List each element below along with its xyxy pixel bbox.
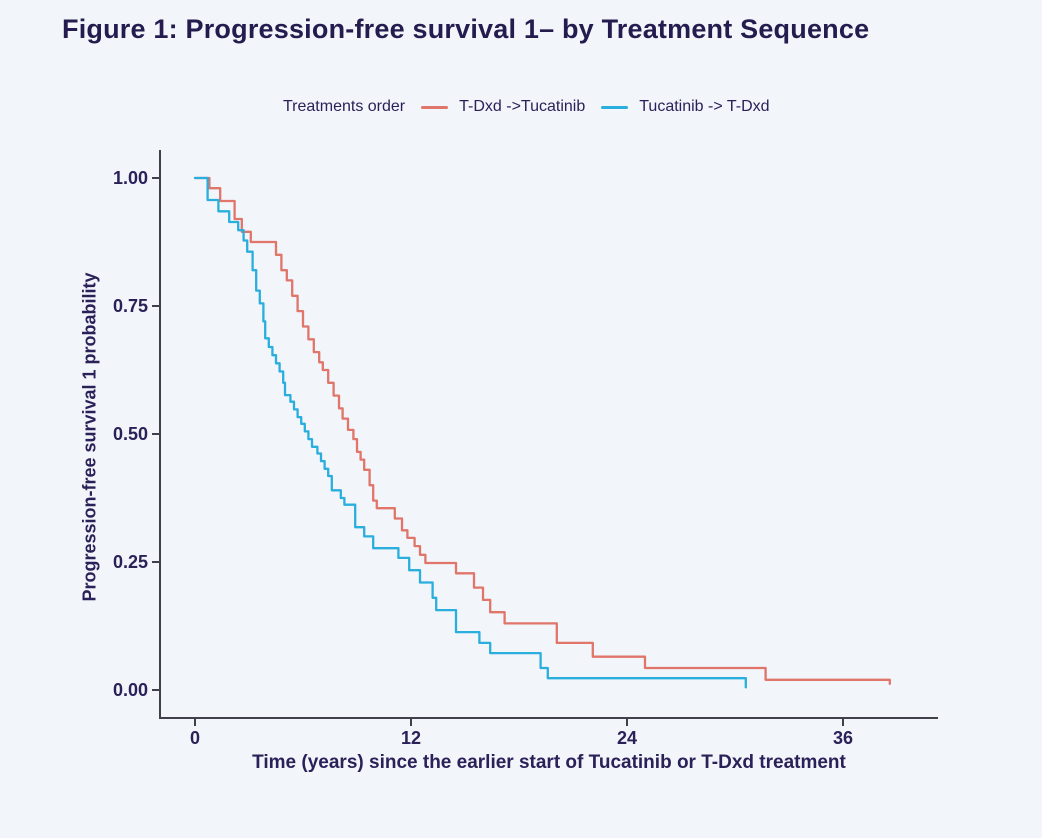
legend-title: Treatments order	[283, 98, 406, 115]
x-axis-title: Time (years) since the earlier start of …	[252, 752, 846, 773]
x-tick-label: 24	[616, 728, 638, 748]
legend-item-tdxd-first: T-Dxd ->Tucatinib	[421, 98, 585, 116]
legend-swatch-tucatinib-first-icon	[601, 105, 629, 109]
legend-swatch-tdxd-first-icon	[421, 105, 449, 109]
legend-label-tdxd-first: T-Dxd ->Tucatinib	[459, 98, 586, 115]
legend: Treatments order T-Dxd ->Tucatinib Tucat…	[283, 98, 770, 116]
axis-tick-marks	[152, 177, 844, 726]
y-tick-label: 1.00	[112, 168, 148, 188]
y-tick-label: 0.50	[112, 424, 148, 444]
x-tick-label: 12	[400, 728, 422, 748]
legend-label-tucatinib-first: Tucatinib -> T-Dxd	[639, 98, 770, 115]
y-axis-title: Progression-free survival 1 probability	[79, 272, 100, 602]
survival-curves	[193, 176, 891, 689]
km-curve-tucatinib-t-dxd	[193, 176, 747, 689]
x-tick-label: 0	[189, 728, 200, 748]
y-tick-label: 0.00	[112, 680, 148, 700]
km-curve-t-dxd-tucatinib	[193, 176, 891, 686]
y-tick-label: 0.75	[112, 296, 148, 316]
y-tick-label: 0.25	[112, 552, 148, 572]
axis-lines	[159, 150, 938, 719]
x-tick-label: 36	[832, 728, 854, 748]
figure-title: Figure 1: Progression-free survival 1– b…	[62, 14, 870, 44]
legend-item-tucatinib-first: Tucatinib -> T-Dxd	[601, 98, 770, 116]
